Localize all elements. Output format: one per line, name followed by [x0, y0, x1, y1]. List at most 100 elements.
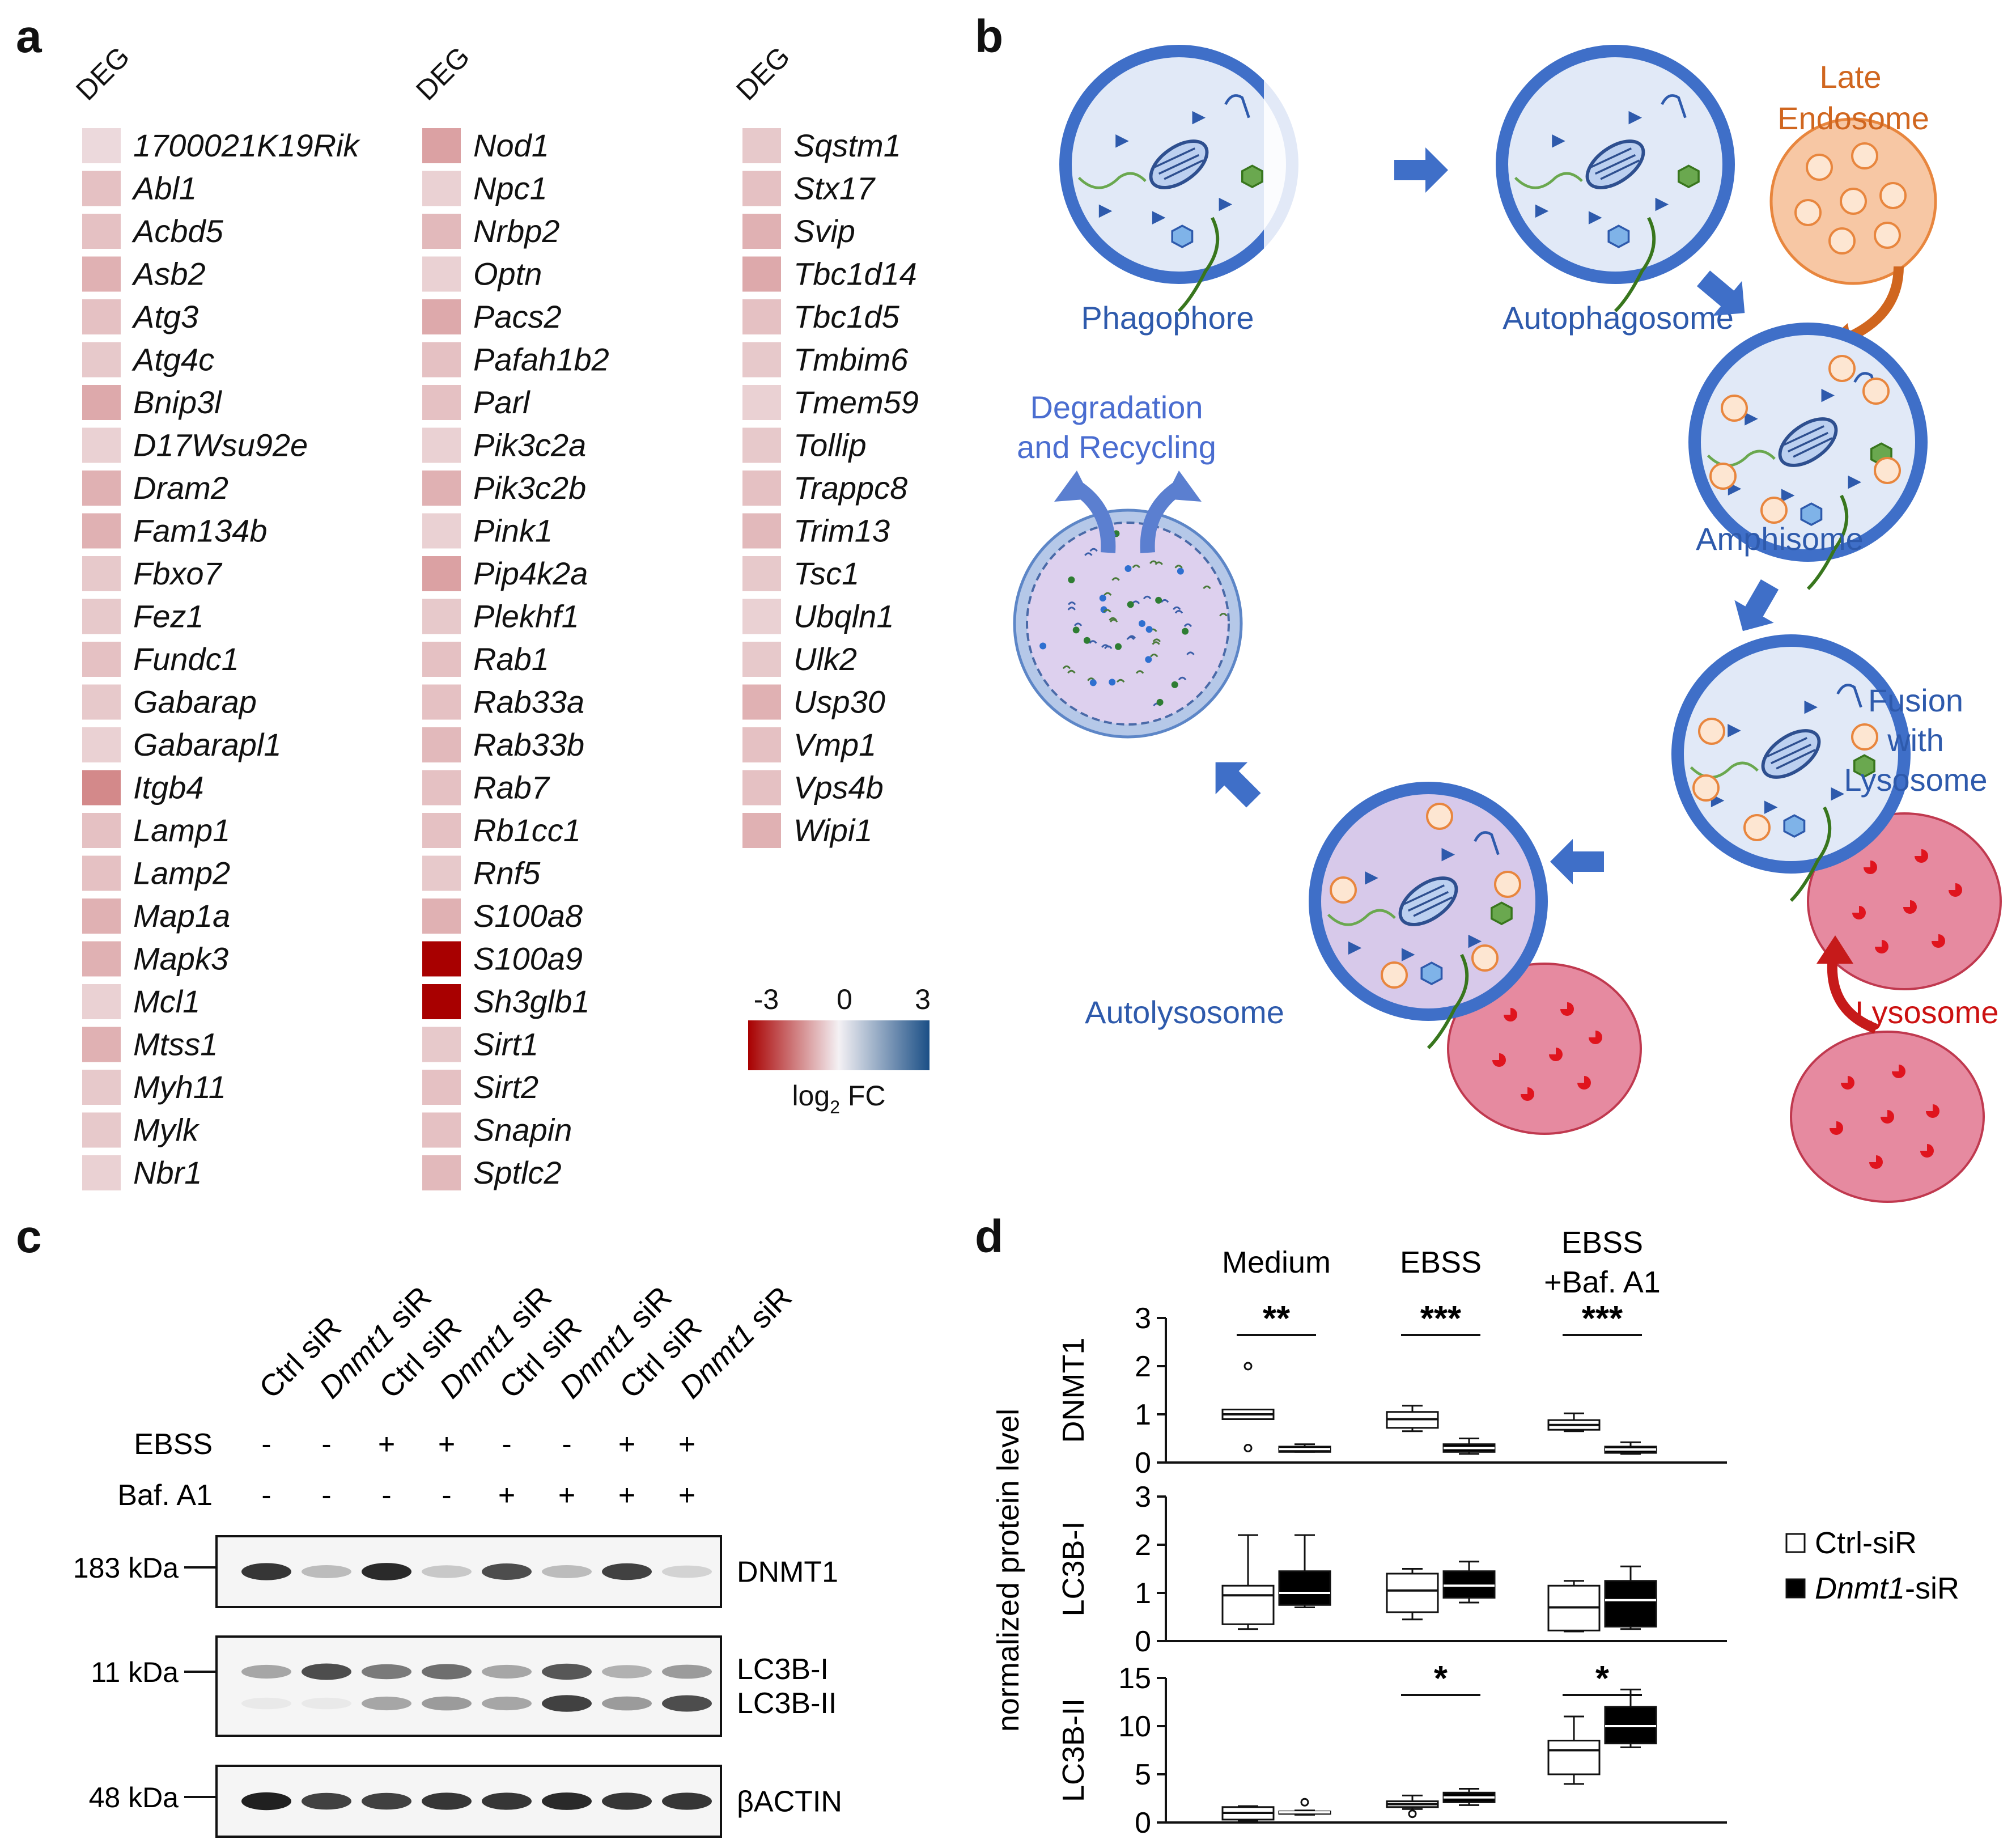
degradation-vesicle — [1013, 508, 1243, 739]
heatmap-cell — [422, 855, 461, 891]
box-iqr — [1547, 1740, 1601, 1775]
gene-label: Svip — [793, 213, 855, 249]
amphisome-vesicle — [1688, 323, 1928, 589]
autolysosome-label: Autolysosome — [1085, 994, 1284, 1030]
marker-label: 183 kDa — [73, 1552, 179, 1584]
gene-label: Tollip — [793, 427, 867, 463]
deg-heatmap: DEG 1700021K19Rik Abl1 Acbd5 Asb2 Atg3 Atg4c Bn… — [70, 41, 931, 1190]
treatment-value: + — [678, 1428, 695, 1461]
box-iqr — [1442, 1570, 1496, 1599]
legend-title: log2 FC — [792, 1080, 885, 1117]
marker-label: 48 kDa — [89, 1782, 179, 1813]
late-endosome-label-line2: Endosome — [1777, 100, 1929, 136]
gene-label: Rab33b — [473, 727, 584, 762]
blot-band — [542, 1663, 592, 1680]
heatmap-cell — [742, 599, 781, 634]
heatmap-cell — [422, 1155, 461, 1190]
autolysosome-lysosome-part — [1447, 963, 1642, 1135]
group-label: +Baf. A1 — [1544, 1265, 1661, 1299]
y-tick-label: 2 — [1135, 1350, 1151, 1383]
gene-label: Mcl1 — [133, 984, 200, 1019]
panel-label-c: c — [16, 1211, 42, 1262]
treatment-value: - — [321, 1428, 331, 1461]
significance-label: ** — [1263, 1299, 1291, 1338]
gene-label: Acbd5 — [131, 213, 224, 249]
band-label-lc3b-i: LC3B-I — [737, 1653, 829, 1686]
heatmap-cell — [422, 256, 461, 292]
heatmap-cell — [82, 385, 121, 420]
treatment-value: + — [378, 1428, 395, 1461]
heatmap-color-legend: -3 0 3 log2 FC — [748, 984, 931, 1117]
fusion-label-line3: Lysosome — [1844, 762, 1987, 798]
gene-label: Itgb4 — [133, 770, 204, 806]
heatmap-cell — [82, 342, 121, 378]
lysosome-free — [1790, 1031, 1985, 1203]
blot-band — [542, 1792, 592, 1810]
blot-band — [422, 1565, 472, 1578]
heatmap-cell — [82, 471, 121, 506]
heatmap-cell — [422, 599, 461, 634]
degradation-label-line2: and Recycling — [1017, 429, 1216, 465]
treatment-value: - — [321, 1479, 331, 1512]
heatmap-cell — [82, 1155, 121, 1190]
heatmap-cell — [422, 556, 461, 591]
heatmap-cell — [82, 171, 121, 206]
y-tick-label: 3 — [1135, 1302, 1151, 1335]
gene-label: Ubqln1 — [793, 599, 894, 634]
gene-label: Fundc1 — [133, 641, 239, 677]
gene-label: Tmbim6 — [793, 342, 909, 378]
gene-label: Optn — [473, 256, 542, 292]
heatmap-cell — [742, 128, 781, 163]
significance-label: * — [1434, 1659, 1448, 1698]
phagophore-vesicle — [1059, 34, 1332, 311]
blot-band — [662, 1792, 712, 1810]
heatmap-cell — [82, 727, 121, 762]
blot-band — [302, 1663, 351, 1680]
gene-label: Lamp2 — [133, 855, 230, 891]
heatmap-cell — [82, 513, 121, 549]
blot-band — [241, 1664, 291, 1679]
blot-band — [302, 1565, 351, 1578]
column-header-deg: DEG — [410, 41, 476, 107]
protein-label: LC3B-II — [1056, 1698, 1090, 1802]
y-tick-label: 5 — [1135, 1758, 1151, 1791]
boxplot-chart: Medium EBSS EBSS +Baf. A1 normalized protein… — [991, 1226, 1959, 1839]
y-tick-label: 1 — [1135, 1398, 1151, 1431]
treatment-value: - — [502, 1428, 511, 1461]
heatmap-cell — [82, 1070, 121, 1105]
gene-label: Fez1 — [133, 599, 204, 634]
gene-label: Sirt2 — [473, 1069, 538, 1105]
heatmap-cell — [422, 128, 461, 163]
column-header-deg: DEG — [70, 41, 135, 107]
heatmap-cell — [422, 1070, 461, 1105]
autophagosome-vesicle — [1496, 45, 1735, 311]
treatment-value: + — [558, 1479, 575, 1512]
blot-band — [602, 1792, 652, 1810]
legend-label: Ctrl-siR — [1815, 1526, 1917, 1560]
treatment-value: - — [261, 1479, 271, 1512]
y-tick-label: 15 — [1118, 1662, 1151, 1695]
gene-label: Nod1 — [473, 128, 549, 163]
heatmap-cell — [742, 256, 781, 292]
treatment-value: - — [562, 1428, 571, 1461]
treatment-value: - — [261, 1428, 271, 1461]
significance-label: *** — [1582, 1299, 1623, 1338]
heatmap-cell — [422, 898, 461, 934]
heatmap-cell — [742, 342, 781, 378]
treatment-value: + — [678, 1479, 695, 1512]
lysosome-label: Lysosome — [1855, 994, 1998, 1030]
gene-label: Map1a — [133, 898, 230, 934]
gene-label: Bnip3l — [133, 384, 222, 420]
heatmap-cell — [742, 684, 781, 720]
late-endosome — [1769, 117, 1937, 285]
blot-band — [241, 1697, 291, 1710]
gene-label: Rab1 — [473, 641, 549, 677]
gene-label: Lamp1 — [133, 812, 230, 848]
column-header-deg: DEG — [730, 41, 796, 107]
blot-band — [302, 1697, 351, 1710]
heatmap-cell — [82, 984, 121, 1019]
heatmap-cell — [742, 385, 781, 420]
significance-label: *** — [1420, 1299, 1462, 1338]
box-iqr — [1221, 1584, 1275, 1625]
blot-band — [482, 1792, 532, 1810]
